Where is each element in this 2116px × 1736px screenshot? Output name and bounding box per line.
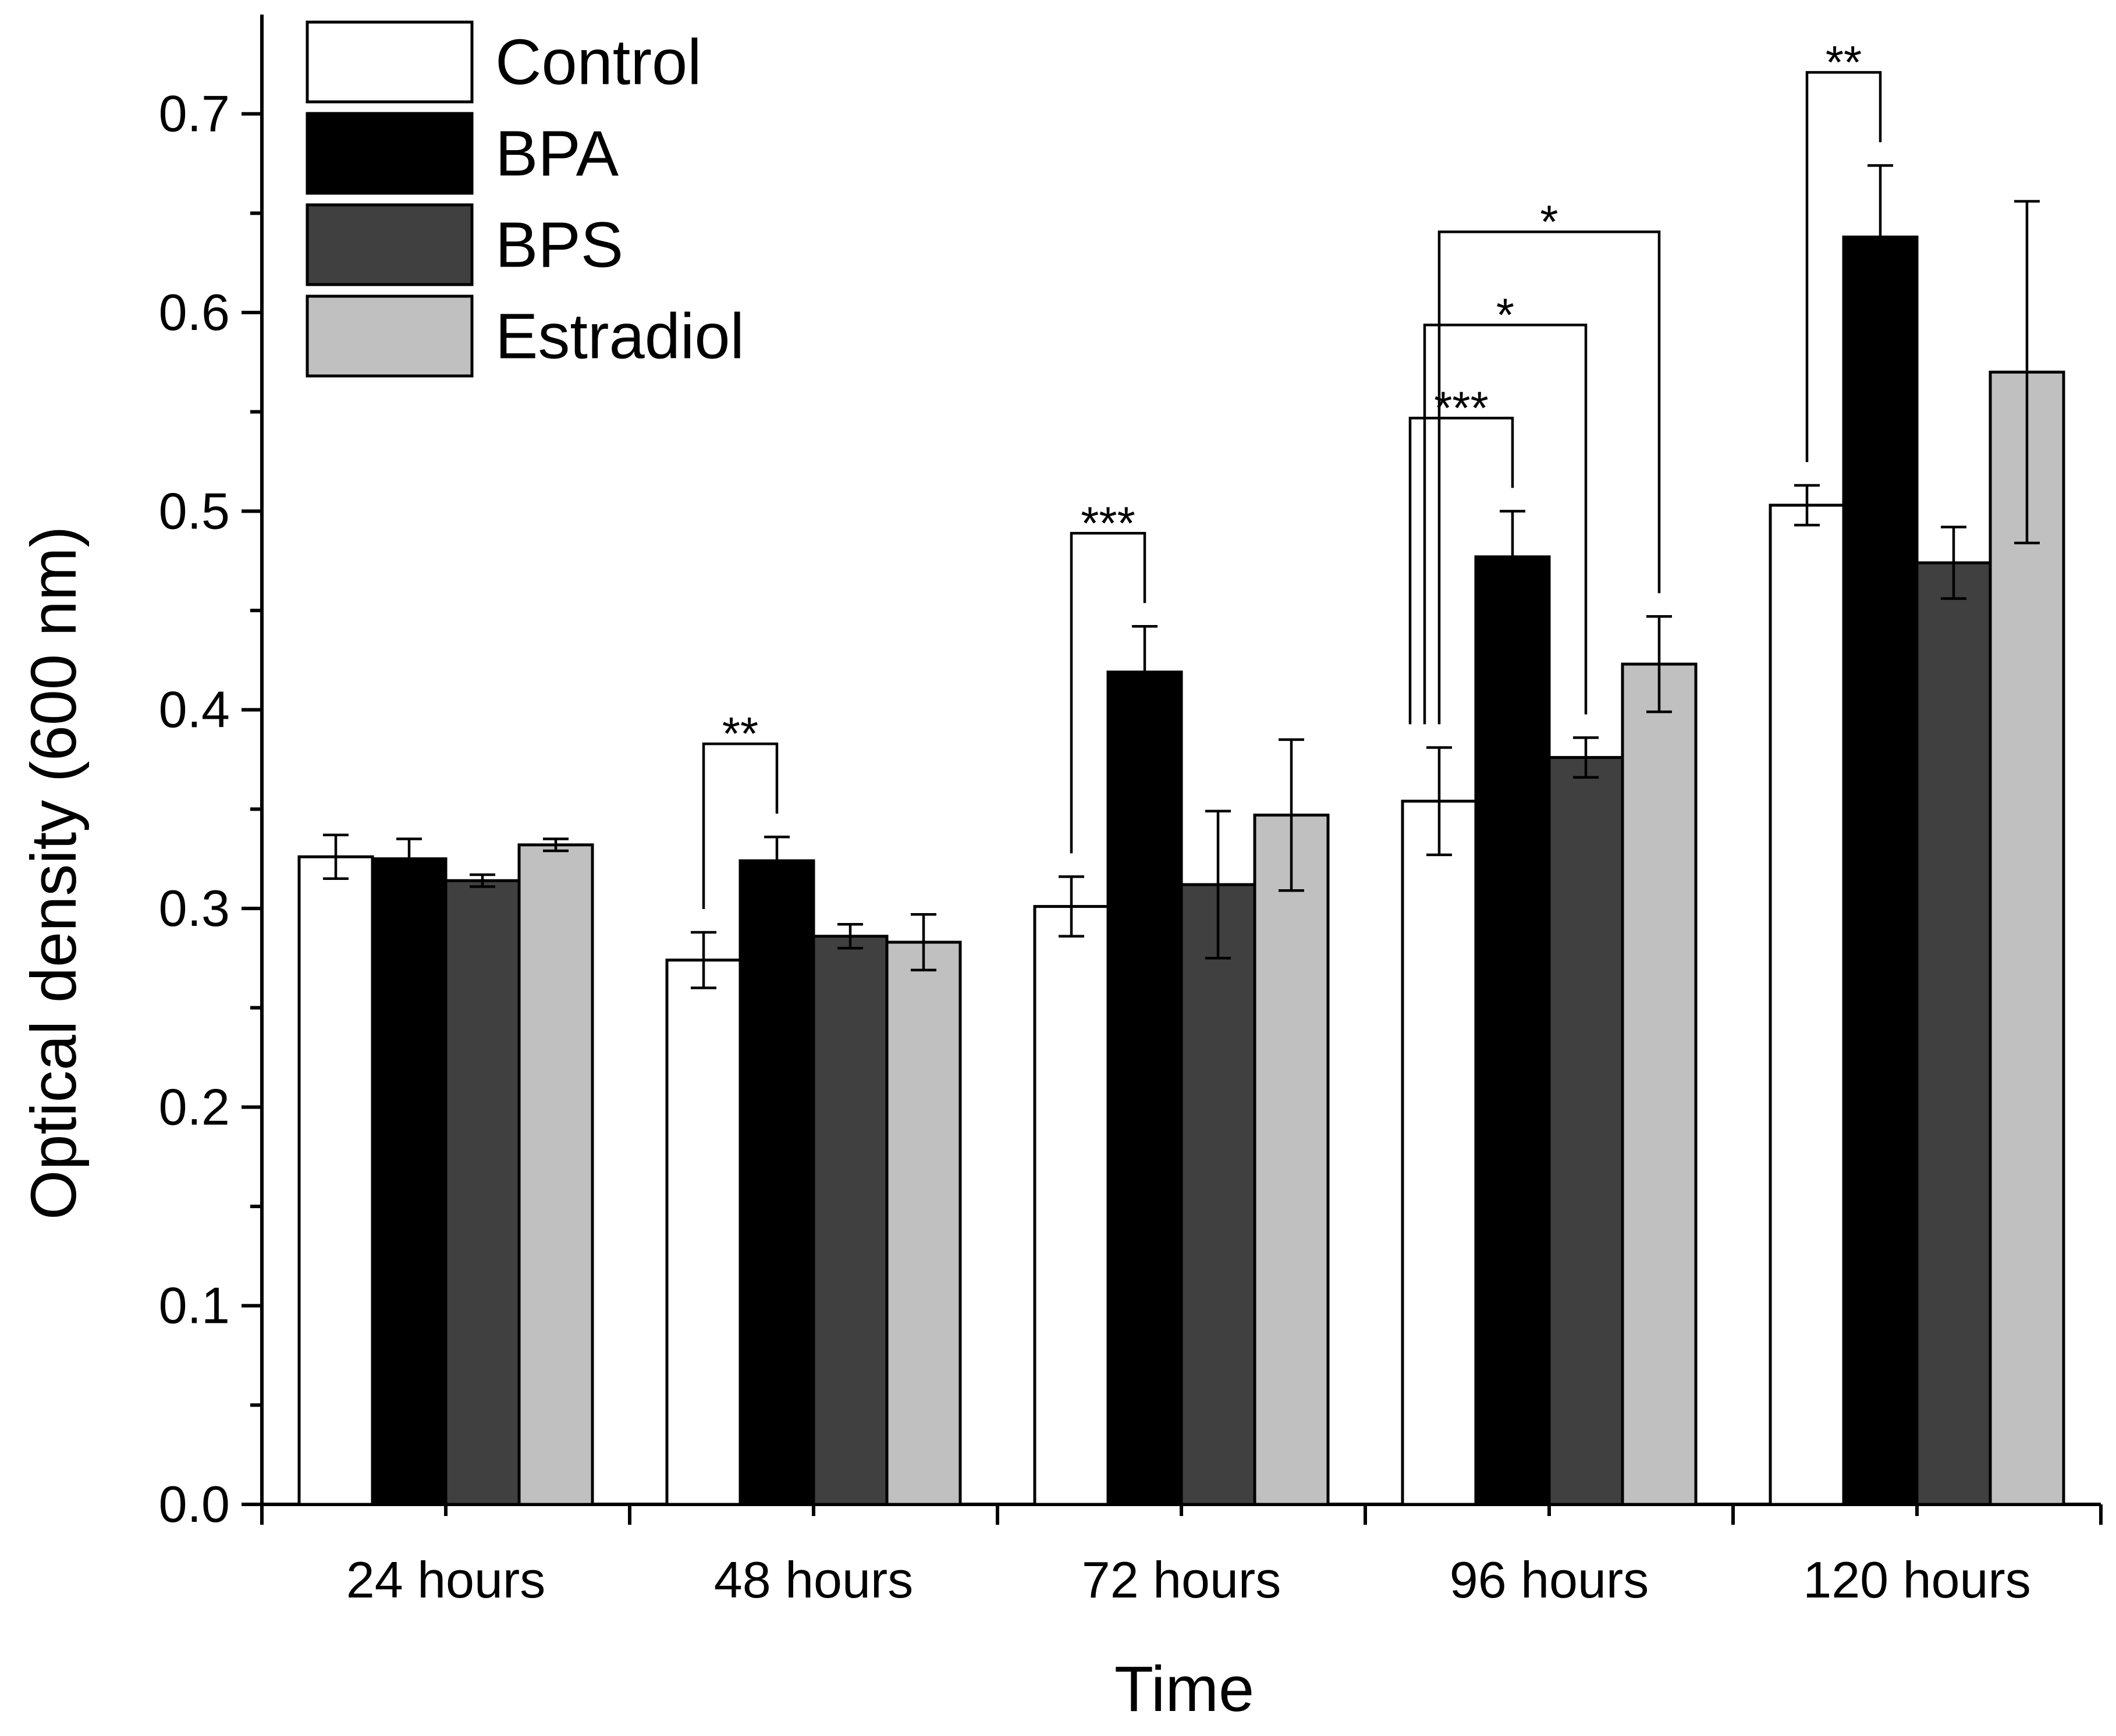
- legend-swatch: [306, 203, 474, 286]
- y-tick-label: 0.3: [159, 879, 230, 937]
- x-tick-label: 72 hours: [1082, 1551, 1281, 1609]
- y-tick-label: 0.2: [159, 1078, 230, 1135]
- legend: Control BPA BPS Estradiol: [306, 20, 744, 378]
- significance-bracket: [1408, 417, 1514, 725]
- y-tick-label: 0.7: [159, 85, 230, 143]
- bar: [1401, 800, 1478, 1506]
- bar: [885, 940, 962, 1506]
- bar: [1106, 670, 1183, 1506]
- significance-bracket: [1423, 324, 1588, 725]
- axes: 0.0 0.1 0.2 0.3 0.4 0.5 0.6 0.7 24 hours 48 hours…: [159, 15, 2103, 1609]
- bar: [1769, 503, 1845, 1506]
- error-bars-group: [323, 164, 2040, 989]
- bar: [739, 859, 815, 1506]
- significance-bracket: [702, 742, 779, 909]
- bar: [444, 879, 521, 1506]
- bar: [1915, 561, 1992, 1506]
- legend-label: Control: [495, 27, 702, 98]
- y-tick-label: 0.5: [159, 482, 230, 539]
- y-axis-title: Optical density (600 nm): [18, 526, 90, 1220]
- bars-group: [297, 235, 2065, 1506]
- bar: [297, 855, 374, 1506]
- legend-label: Estradiol: [495, 301, 744, 372]
- x-tick-label: 120 hours: [1803, 1551, 2030, 1609]
- x-tick-label: 96 hours: [1450, 1551, 1649, 1609]
- bar: [1180, 883, 1256, 1506]
- significance-label: ***: [1434, 382, 1488, 434]
- x-tick-label: 48 hours: [714, 1551, 913, 1609]
- legend-swatch: [306, 20, 474, 104]
- bar: [1033, 905, 1110, 1506]
- bar: [665, 958, 742, 1506]
- significance-label: **: [1826, 36, 1862, 88]
- legend-label: BPS: [495, 210, 623, 281]
- bar: [1547, 756, 1624, 1506]
- bar: [1989, 370, 2065, 1506]
- significance-bracket: [1070, 532, 1146, 854]
- bar: [1474, 555, 1551, 1506]
- x-axis-title: Time: [1114, 1653, 1254, 1725]
- significance-label: **: [722, 708, 758, 759]
- legend-swatch: [306, 112, 474, 195]
- bar: [517, 843, 594, 1506]
- significance-label: ***: [1081, 497, 1135, 549]
- x-tick-label: 24 hours: [346, 1551, 545, 1609]
- bar: [1842, 235, 1919, 1506]
- significance-label: *: [1496, 289, 1514, 340]
- bar: [1621, 662, 1698, 1506]
- y-tick-label: 0.6: [159, 283, 230, 341]
- bar: [812, 935, 889, 1506]
- legend-label: BPA: [495, 118, 619, 190]
- y-tick-label: 0.1: [159, 1277, 230, 1334]
- y-tick-label: 0.0: [159, 1475, 230, 1533]
- bar: [1253, 814, 1330, 1506]
- significance-bracket: [1437, 230, 1661, 725]
- y-tick-label: 0.4: [159, 681, 230, 739]
- significance-label: *: [1540, 196, 1558, 247]
- significance-group: ************: [702, 36, 1882, 909]
- bar: [371, 857, 448, 1506]
- significance-bracket: [1805, 71, 1882, 462]
- legend-swatch: [306, 294, 474, 378]
